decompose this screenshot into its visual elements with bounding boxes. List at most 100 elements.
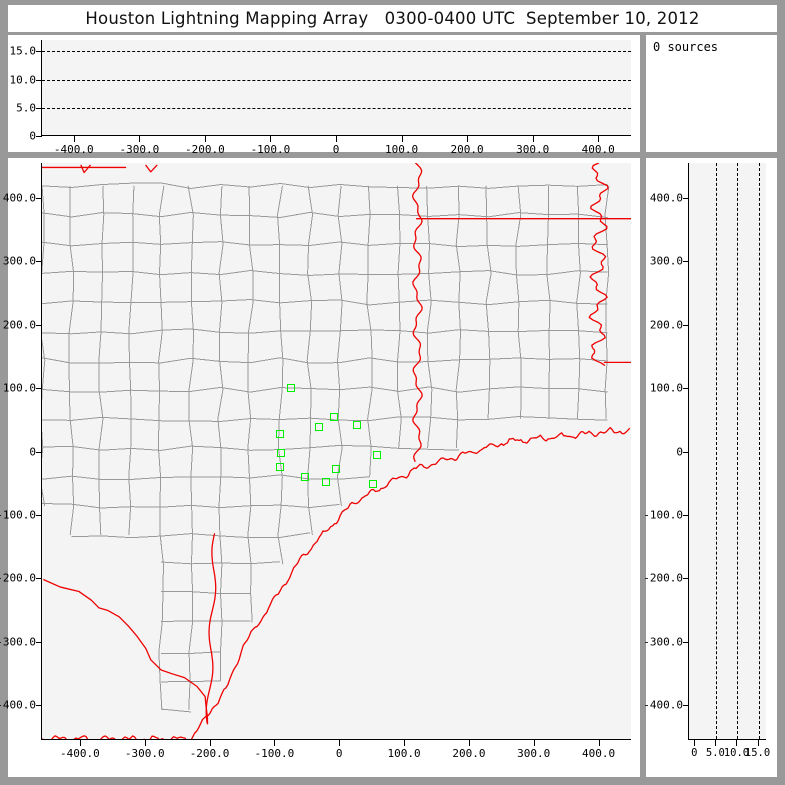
axis-tick-label: 100.0 (649, 381, 683, 395)
axis-tick (204, 136, 206, 142)
axis-tick (533, 740, 535, 746)
axis-tick (757, 740, 759, 746)
axis-tick (79, 740, 81, 746)
sabine-river-border (411, 163, 423, 463)
axis-tick (683, 578, 689, 580)
time-altitude-plot-area[interactable] (41, 40, 631, 136)
axis-tick-label: 400.0 (582, 747, 616, 760)
axis-tick-label: 0 (676, 445, 683, 458)
axis-tick (683, 197, 689, 199)
station-marker (275, 429, 284, 438)
map-geography (42, 163, 631, 739)
axis-tick-label: 200.0 (2, 318, 36, 332)
axis-tick (683, 705, 689, 707)
axis-tick-label: 300.0 (2, 254, 36, 268)
axis-tick (336, 136, 337, 142)
altitude-north-panel: -400.0 -300.0 -200.0 -100.0 0 100.0 200.0 300.0… (643, 158, 777, 777)
axis-tick-label: -400.0 (0, 698, 36, 712)
axis-tick (139, 136, 141, 142)
axis-tick (36, 136, 42, 137)
station-marker (286, 384, 295, 393)
axis-tick (36, 107, 42, 109)
axis-tick-label: 0 (335, 747, 343, 760)
axis-tick (401, 136, 403, 142)
axis-tick-label: 300.0 (517, 747, 551, 760)
page-title: Houston Lightning Mapping Array 0300-040… (85, 9, 700, 28)
axis-tick (36, 261, 42, 263)
axis-tick-label: 300.0 (649, 254, 683, 268)
gridline (42, 51, 631, 53)
axis-tick (339, 740, 341, 746)
axis-tick (274, 740, 276, 746)
station-marker (276, 448, 285, 457)
station-marker (300, 472, 309, 481)
axis-tick-label: 15.0 (744, 747, 771, 759)
axis-tick-label: -400.0 (60, 747, 100, 760)
axis-tick-label: 400.0 (581, 143, 615, 156)
gridline (42, 107, 631, 109)
axis-tick-label: -100.0 (0, 508, 36, 522)
axis-tick-label: -300.0 (643, 635, 683, 649)
axis-tick-label: -300.0 (119, 143, 160, 156)
state-boundaries (42, 163, 631, 739)
time-altitude-panel: 0 5.0 10.0 15.0 -400.0 -300.0 -200.0 -100.0 0 10… (8, 35, 640, 156)
gridline (758, 163, 760, 739)
axis-tick-label: 10.0 (723, 747, 750, 759)
axis-tick-label: -400.0 (643, 698, 683, 712)
axis-tick (683, 388, 689, 390)
sources-count-label: 0 sources (653, 40, 719, 54)
station-marker (368, 480, 377, 489)
station-marker (329, 412, 338, 421)
axis-tick (36, 324, 42, 326)
axis-tick-label: 200.0 (450, 143, 484, 156)
time-altitude-y-axis: 0 5.0 10.0 15.0 (10, 40, 631, 143)
county-boundaries (42, 182, 610, 713)
axis-tick-label: 100.0 (387, 747, 421, 760)
axis-tick-label: 0 (332, 143, 340, 156)
axis-tick (36, 705, 42, 707)
axis-tick-label: -400.0 (53, 143, 94, 156)
axis-tick (683, 514, 689, 516)
time-altitude-x-axis: -400.0 -300.0 -200.0 -100.0 0 100.0 200.0 300.0… (41, 40, 631, 156)
axis-tick (36, 514, 42, 516)
axis-tick (715, 740, 717, 746)
axis-tick (683, 451, 689, 453)
altitude-north-plot-area[interactable] (688, 163, 766, 740)
axis-tick (36, 641, 42, 643)
axis-tick-label: -100.0 (250, 143, 291, 156)
barrier-island (205, 533, 217, 724)
station-marker (372, 450, 381, 459)
gridline (737, 163, 739, 739)
axis-tick-label: -200.0 (643, 571, 683, 585)
axis-tick (36, 578, 42, 580)
station-marker (321, 477, 330, 486)
axis-tick-label: 10.0 (9, 73, 37, 87)
county-line (42, 182, 610, 713)
axis-tick-label: -300.0 (124, 747, 165, 760)
gridline (42, 79, 631, 81)
axis-tick-label: 100.0 (2, 381, 36, 395)
axis-tick (468, 740, 470, 746)
station-marker (275, 462, 284, 471)
altitude-north-x-axis: 0 5.0 10.0 15.0 (688, 163, 770, 759)
mississippi-river-border (588, 163, 609, 367)
axis-tick-label: 400.0 (649, 191, 683, 205)
station-marker (314, 423, 323, 432)
rio-grande-border (43, 578, 209, 725)
axis-tick-label: 15.0 (9, 44, 37, 58)
axis-tick-label: 5.0 (16, 101, 36, 115)
plan-view-map-plot-area[interactable] (41, 163, 631, 740)
axis-tick (209, 740, 211, 746)
axis-tick (532, 136, 534, 142)
axis-tick (36, 388, 42, 390)
state-border-seg (80, 164, 92, 174)
axis-tick (36, 197, 42, 199)
sources-panel: 0 sources (646, 35, 777, 152)
state-border-seg (145, 164, 158, 173)
axis-tick (683, 641, 689, 643)
axis-tick (73, 136, 75, 142)
axis-tick (598, 136, 600, 142)
axis-tick-label: 5.0 (705, 747, 725, 759)
station-marker (353, 420, 362, 429)
axis-tick (736, 740, 738, 746)
